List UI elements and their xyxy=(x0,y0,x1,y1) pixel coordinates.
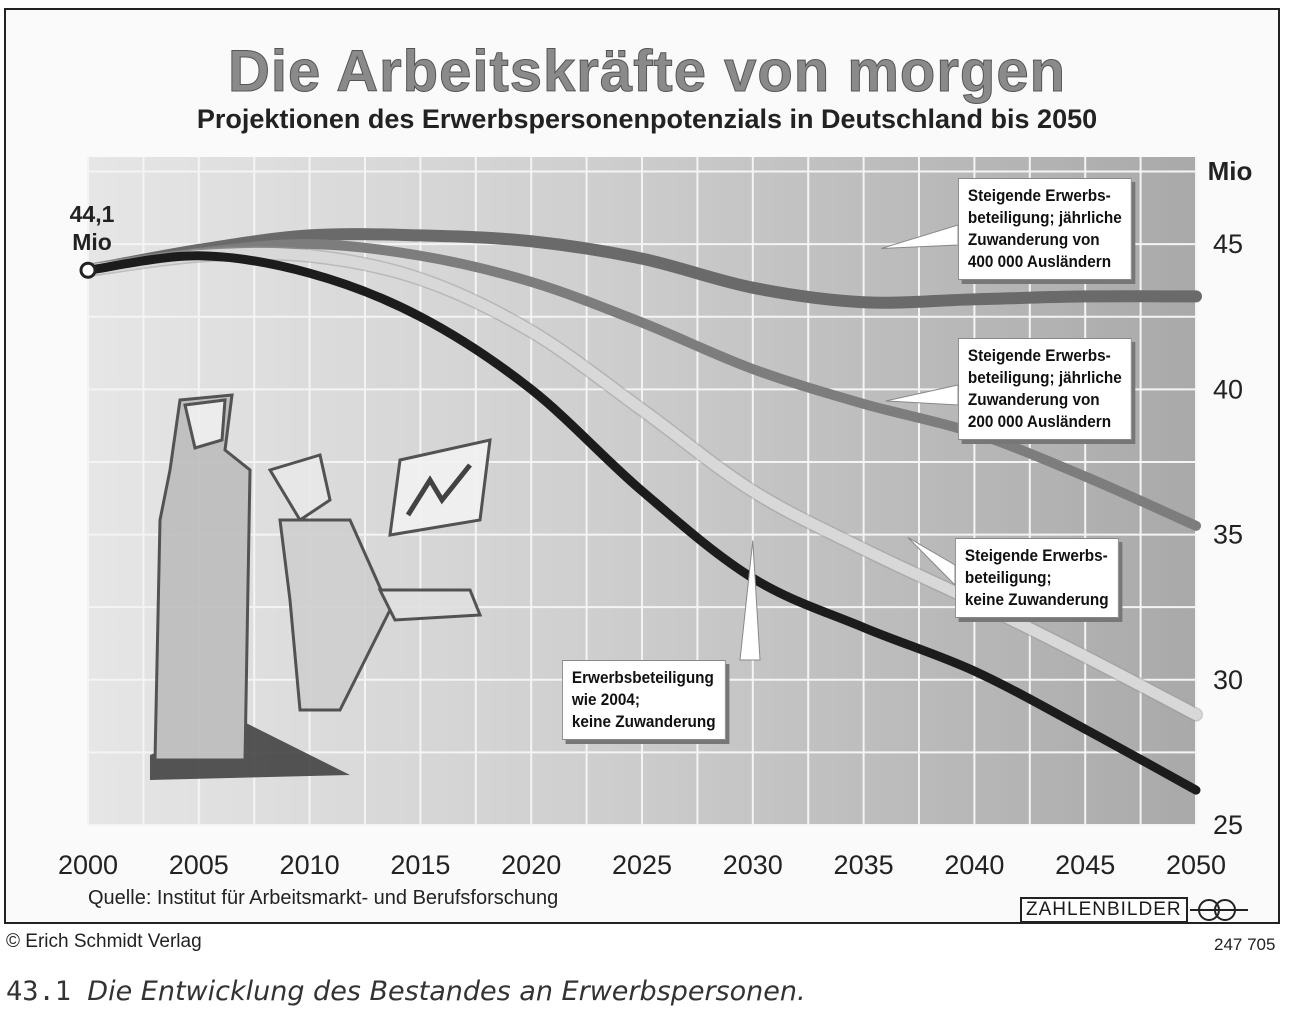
start-value-label: 44,1 Mio xyxy=(52,200,132,256)
series-label-line: Steigende Erwerbs- xyxy=(964,546,1108,565)
series-label-line: Steigende Erwerbs- xyxy=(967,186,1111,205)
y-axis-unit: Mio xyxy=(1208,156,1253,186)
series-line-2 xyxy=(83,239,1201,531)
series-label-line: 400 000 Ausländern xyxy=(967,252,1112,271)
series-label-line: keine Zuwanderung xyxy=(571,712,716,731)
series-label-line: keine Zuwanderung xyxy=(964,590,1109,609)
series-label-line: beteiligung; jährliche xyxy=(967,208,1122,227)
x-tick-label: 2050 xyxy=(1166,850,1226,880)
y-tick-label: 30 xyxy=(1213,665,1243,695)
chart-title: Die Arbeitskräfte von morgen xyxy=(227,39,1067,105)
x-tick-label: 2000 xyxy=(58,850,118,880)
series-label-line: 200 000 Ausländern xyxy=(967,412,1112,431)
caption-number: 43.1 xyxy=(6,976,72,1007)
x-tick-label: 2030 xyxy=(723,850,783,880)
y-tick-label: 35 xyxy=(1213,520,1243,550)
chart-subtitle: Projektionen des Erwerbspersonenpotenzia… xyxy=(196,104,1098,134)
series-label-line: beteiligung; jährliche xyxy=(967,368,1122,387)
y-axis-ticks: 25 30 35 40 45 xyxy=(1213,229,1243,840)
x-tick-label: 2005 xyxy=(169,850,229,880)
series-label-no-immigration-rising: Steigende Erwerbs-beteiligung; keine Zuwa… xyxy=(955,538,1119,618)
caption-text: Die Entwicklung des Bestandes an Erwerbs… xyxy=(87,976,806,1007)
series-label-line: Erwerbsbeteiligung xyxy=(571,668,714,687)
series-label-line: wie 2004; xyxy=(571,690,640,709)
series-label-line: Zuwanderung von xyxy=(967,390,1100,409)
x-axis-ticks: 2000 2005 2010 2015 2020 2025 2030 2035 2040 2045… xyxy=(58,850,1226,880)
start-value: 44,1 xyxy=(69,201,115,227)
y-tick-label: 25 xyxy=(1213,810,1243,840)
graphic-code: 247 705 xyxy=(1214,935,1276,954)
x-tick-label: 2045 xyxy=(1055,850,1115,880)
x-tick-label: 2010 xyxy=(280,850,340,880)
series-lines xyxy=(81,228,1203,795)
x-tick-label: 2015 xyxy=(390,850,450,880)
publisher-logo: ZAHLENBILDER xyxy=(1020,897,1250,923)
people-illustration xyxy=(150,393,492,780)
logo-text: ZAHLENBILDER xyxy=(1020,897,1188,923)
series-line-3 xyxy=(82,247,1202,721)
series-label-line: Zuwanderung von xyxy=(967,230,1100,249)
y-tick-label: 45 xyxy=(1213,229,1243,259)
series-label-200k: Steigende Erwerbs-beteiligung; jährliche… xyxy=(958,338,1132,440)
x-tick-label: 2025 xyxy=(612,850,672,880)
x-tick-label: 2040 xyxy=(944,850,1004,880)
series-label-line: beteiligung; xyxy=(964,568,1052,587)
x-tick-label: 2020 xyxy=(501,850,561,880)
series-label-line: Steigende Erwerbs- xyxy=(967,346,1111,365)
series-line-1 xyxy=(82,228,1202,309)
start-unit: Mio xyxy=(72,229,112,255)
copyright-note: © Erich Schmidt Verlag xyxy=(6,931,202,952)
series-line-4 xyxy=(83,251,1201,795)
logo-rings-icon xyxy=(1189,899,1248,921)
series-label-2004-no-immigration: Erwerbsbeteiligung wie 2004; keine Zuwande… xyxy=(562,660,726,740)
y-tick-label: 40 xyxy=(1213,374,1243,404)
figure-caption: 43.1 Die Entwicklung des Bestandes an Er… xyxy=(6,976,806,1007)
series-label-400k: Steigende Erwerbs-beteiligung; jährliche… xyxy=(958,178,1132,280)
start-point-marker xyxy=(79,261,97,279)
x-tick-label: 2035 xyxy=(834,850,894,880)
callout-pointer xyxy=(739,540,761,661)
source-note: Quelle: Institut für Arbeitsmarkt- und B… xyxy=(88,887,559,909)
